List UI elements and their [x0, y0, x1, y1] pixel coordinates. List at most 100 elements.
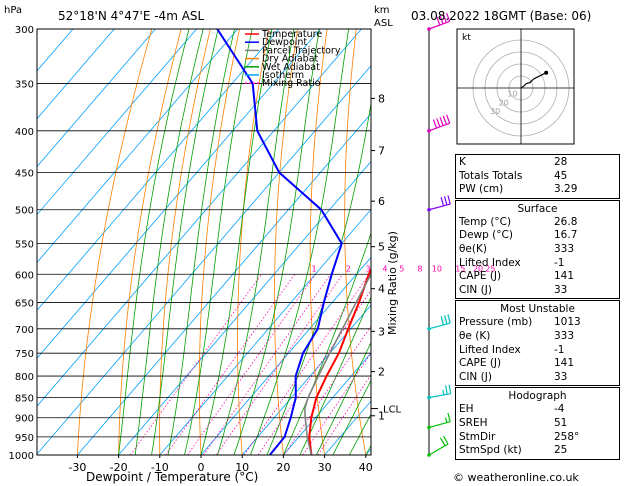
- wind-barb-feather: [439, 116, 444, 126]
- hodograph-endpoint: [544, 70, 549, 75]
- mixing-ratio-label: 1: [312, 264, 317, 273]
- surface-value: 16.7: [554, 229, 578, 242]
- pressure-tick-label: 800: [15, 372, 34, 383]
- surface-label: Dewp (°C): [459, 229, 513, 242]
- wind-barb-feather: [442, 115, 447, 125]
- wind-barb-point: [427, 207, 431, 212]
- wind-barb-feather: [436, 16, 441, 26]
- most-unstable-label: Lifted Index: [459, 343, 521, 356]
- isotherm-line: [77, 113, 371, 455]
- surface-label: Temp (°C): [459, 215, 512, 228]
- wind-barb-point: [427, 453, 431, 457]
- hodograph-trace: [520, 72, 547, 89]
- legend-label: Dewpoint: [262, 37, 307, 48]
- mixing-ratio-line: [165, 274, 296, 455]
- dry-adiabat-line: [274, 29, 299, 455]
- wind-barb-feather: [443, 435, 449, 445]
- most-unstable-value: -1: [554, 343, 565, 356]
- hodograph-ring-label: 20: [499, 98, 509, 107]
- mixing-ratio-label: 4: [382, 264, 387, 273]
- wind-barb: [427, 114, 451, 133]
- isotherm-line: [241, 304, 371, 455]
- mixing-ratio-label: 25: [485, 264, 495, 273]
- mixing-ratio-label: 10: [432, 264, 442, 273]
- surface-value: 33: [554, 283, 568, 296]
- wind-barb: [427, 384, 452, 400]
- most-unstable-label: Pressure (mb): [459, 316, 533, 329]
- legend-label: Wet Adiabat: [262, 62, 320, 73]
- wind-barb-feather: [440, 197, 445, 207]
- indices-box: K 28 Totals Totals 45 PW (cm) 3.29: [455, 154, 620, 199]
- hodograph-unit-label: kt: [462, 33, 471, 43]
- lcl-label: LCL: [383, 405, 402, 416]
- x-tick-label: 30: [318, 461, 332, 474]
- most-unstable-row: Pressure (mb) 1013: [459, 316, 616, 330]
- wind-barb: [427, 435, 449, 457]
- x-tick-label: 0: [198, 461, 205, 474]
- surface-value: -1: [554, 256, 565, 269]
- dry-adiabat-line: [159, 29, 211, 455]
- surface-label: CAPE (J): [459, 270, 502, 283]
- pressure-tick-label: 650: [15, 299, 34, 310]
- km-tick-label: 6: [378, 195, 385, 208]
- most-unstable-box: Most Unstable Pressure (mb) 1013 θe (K) 333…: [455, 300, 620, 387]
- km-tick-label: 3: [378, 325, 385, 338]
- mixing-ratio-label: 20: [473, 264, 483, 273]
- wind-barb-point: [427, 395, 431, 400]
- most-unstable-label: θe (K): [459, 329, 491, 342]
- pressure-tick-label: 700: [15, 325, 34, 336]
- isotherm-line: [37, 65, 371, 455]
- km-tick-label: 4: [378, 283, 385, 296]
- surface-row: θe(K) 333: [459, 243, 616, 257]
- most-unstable-value: 141: [554, 357, 575, 370]
- wind-barb-feather: [446, 114, 451, 124]
- most-unstable-label: CAPE (J): [459, 357, 502, 370]
- wind-barb-staff: [428, 443, 449, 456]
- hodograph-stats-box: Hodograph EH -4 SREH 51 StmDir 258° StmSpd (kt…: [455, 387, 620, 460]
- parcel-series-line: [303, 272, 371, 455]
- pressure-tick-label: 750: [15, 349, 34, 360]
- hodograph-stat-row: StmSpd (kt) 25: [459, 444, 616, 458]
- wet-adiabat-line: [184, 29, 253, 455]
- wind-barb-point: [427, 27, 431, 31]
- hodograph-stat-value: 25: [554, 444, 568, 457]
- legend-label: Dry Adiabat: [262, 54, 319, 65]
- legend-label: Temperature: [261, 29, 322, 40]
- mixing-ratio-line: [187, 274, 316, 455]
- hodograph-stat-label: StmSpd (kt): [459, 444, 522, 457]
- hodograph-stat-label: SREH: [459, 416, 488, 429]
- wind-barb-point: [427, 425, 431, 430]
- surface-value: 333: [554, 242, 575, 255]
- isotherm-line: [37, 29, 280, 311]
- isotherm-line: [37, 29, 115, 120]
- wind-barb-feather: [447, 412, 451, 422]
- wind-barb-feather: [446, 12, 451, 22]
- wind-barb-staff: [428, 322, 451, 330]
- km-tick-label: 7: [378, 145, 385, 158]
- wind-barb-feather: [442, 14, 447, 23]
- mixing-ratio-label: 15: [455, 264, 465, 273]
- dry-adiabat-line: [619, 29, 629, 455]
- pressure-tick-label: 850: [15, 393, 34, 404]
- dry-adiabat-line: [77, 29, 153, 455]
- wind-barb-staff: [428, 393, 451, 399]
- most-unstable-row: Lifted Index -1: [459, 344, 616, 358]
- wind-barb-point: [427, 128, 431, 133]
- isotherm-line: [37, 29, 239, 264]
- isotherm-line: [283, 352, 371, 455]
- pressure-tick-label: 950: [15, 433, 34, 444]
- hodograph-stats-title: Hodograph: [508, 390, 567, 403]
- index-label: Totals Totals: [459, 169, 523, 182]
- pressure-tick-label: 1000: [9, 451, 34, 462]
- pressure-tick-label: 600: [15, 270, 34, 281]
- surface-row: CIN (J) 33: [459, 284, 616, 298]
- isotherm-line: [37, 29, 156, 168]
- most-unstable-label: CIN (J): [459, 370, 492, 383]
- wind-barb-staff: [428, 203, 451, 211]
- wind-barb-feather: [447, 314, 451, 324]
- asl-label: ASL: [374, 18, 393, 29]
- index-label: PW (cm): [459, 183, 504, 196]
- pressure-tick-label: 500: [15, 206, 34, 217]
- wind-barb: [427, 12, 451, 31]
- hodograph-stat-label: EH: [459, 403, 474, 416]
